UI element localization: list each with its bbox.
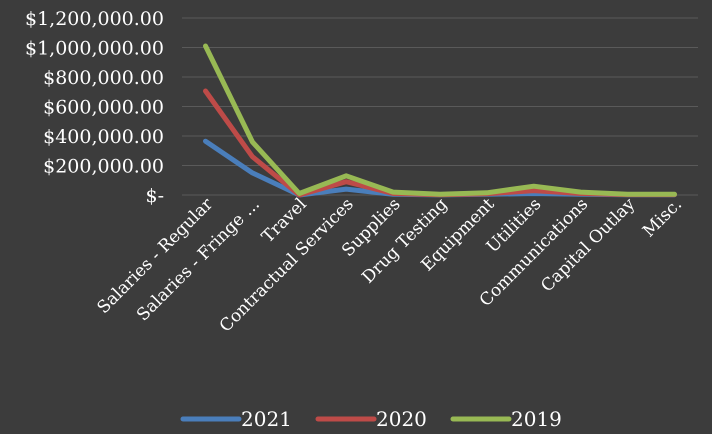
legend-label: 2019: [511, 407, 562, 431]
series-line-2019: [203, 43, 677, 197]
y-tick-label: $400,000.00: [43, 126, 164, 148]
y-tick-label: $1,000,000.00: [25, 38, 164, 60]
y-tick-label: $800,000.00: [43, 67, 164, 89]
x-tick-label: Misc.: [639, 194, 686, 241]
gridlines: [182, 17, 698, 196]
series-lines: [203, 43, 677, 198]
legend: 2021 2020 2019: [180, 407, 562, 431]
y-tick-label: $-: [145, 185, 164, 207]
y-tick-label: $600,000.00: [43, 97, 164, 119]
y-tick-label: $200,000.00: [43, 156, 164, 178]
legend-label: 2021: [241, 407, 292, 431]
legend-label: 2020: [376, 407, 427, 431]
y-tick-label: $1,200,000.00: [25, 8, 164, 30]
y-axis-ticks: $1,200,000.00 $1,000,000.00 $800,000.00 $60…: [25, 8, 164, 207]
